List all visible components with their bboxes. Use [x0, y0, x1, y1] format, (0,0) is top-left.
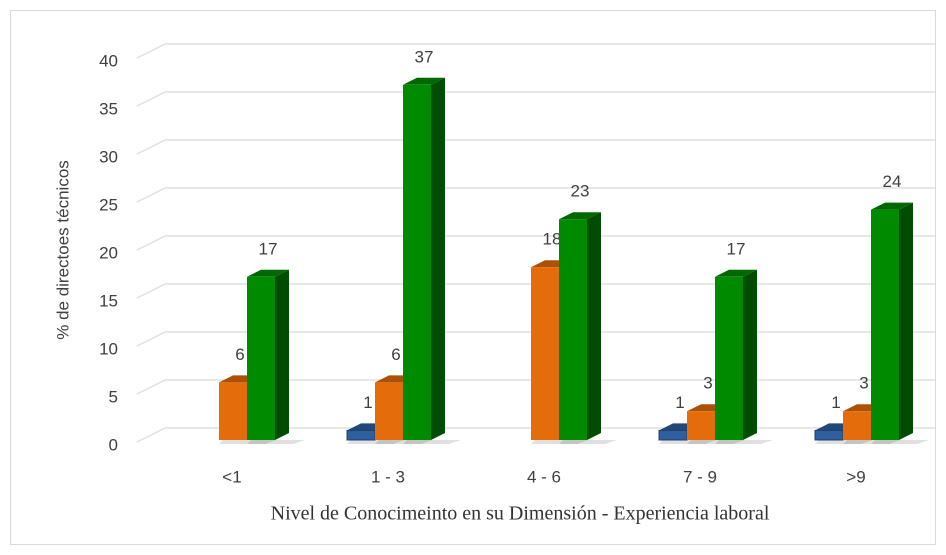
bar-front [219, 382, 247, 440]
grid-line [136, 187, 166, 203]
bar [871, 202, 929, 444]
x-axis-title: Nivel de Conocimeinto en su Dimensión - … [271, 503, 770, 525]
grid-line [136, 139, 166, 155]
x-tick-label: 4 - 6 [527, 467, 561, 486]
bar-front [531, 267, 559, 440]
bar-side [431, 77, 445, 441]
bar [403, 77, 461, 444]
y-tick-label: 10 [99, 339, 118, 358]
bar-front [559, 219, 587, 440]
data-label: 6 [235, 345, 244, 364]
bar-side [275, 269, 289, 440]
bar-shadow [559, 440, 617, 444]
grid-line [136, 91, 166, 107]
y-tick-label: 40 [99, 51, 118, 70]
data-label: 3 [859, 374, 868, 393]
x-tick-label: 1 - 3 [371, 467, 405, 486]
x-tick-label: 7 - 9 [683, 467, 717, 486]
grid-line [136, 283, 166, 299]
bar-top [871, 202, 913, 210]
bar-shadow [531, 440, 589, 444]
bar-front [403, 84, 431, 441]
data-label: 6 [391, 345, 400, 364]
x-tick-label: <1 [222, 467, 241, 486]
bar-shadow [715, 440, 773, 444]
y-tick-label: 15 [99, 291, 118, 310]
bar-side [899, 202, 913, 440]
bar-side [743, 269, 757, 440]
bar-front [375, 382, 403, 440]
y-tick-label: 5 [109, 387, 118, 406]
grid-line [136, 427, 166, 443]
chart-frame [10, 10, 936, 545]
data-label: 17 [727, 239, 746, 258]
bar-shadow [403, 440, 461, 444]
grid-line [136, 331, 166, 347]
data-label: 1 [831, 393, 840, 412]
bar-shadow [871, 440, 929, 444]
data-label: 24 [883, 172, 902, 191]
y-tick-label: 30 [99, 147, 118, 166]
data-label: 1 [675, 393, 684, 412]
data-label: 18 [543, 230, 562, 249]
data-label: 23 [571, 182, 590, 201]
y-tick-label: 20 [99, 243, 118, 262]
bar-shadow [247, 440, 305, 444]
bar [715, 269, 773, 444]
y-tick-label: 0 [109, 435, 118, 454]
bar-shadow [815, 440, 873, 444]
bar-shadow [687, 440, 745, 444]
bar-front [715, 276, 743, 440]
data-label: 3 [703, 374, 712, 393]
bar-top [559, 212, 601, 220]
bar-front [871, 209, 899, 440]
bar-front [658, 429, 688, 441]
bar-front [247, 276, 275, 440]
y-tick-label: 35 [99, 99, 118, 118]
bar-shadow [375, 440, 433, 444]
bar-shadow [219, 440, 277, 444]
bar-front [687, 411, 715, 440]
y-tick-label: 25 [99, 195, 118, 214]
data-label: 1 [363, 393, 372, 412]
bar-front [814, 429, 844, 441]
bar-top [715, 269, 757, 277]
bar-shadow [659, 440, 717, 444]
bar-top [403, 77, 445, 85]
data-label: 17 [259, 239, 278, 258]
bar-front [843, 411, 871, 440]
bar-top [247, 269, 289, 277]
grid-line [136, 379, 166, 395]
bar-shadow [843, 440, 901, 444]
data-label: 37 [415, 47, 434, 66]
grid-line [136, 43, 166, 59]
y-axis-title: % de directoes técnicos [53, 160, 72, 340]
grid-line [136, 235, 166, 251]
x-tick-label: >9 [846, 467, 865, 486]
bar-side [587, 212, 601, 440]
bar [559, 212, 617, 444]
bar-front [346, 429, 376, 441]
bar-shadow [347, 440, 405, 444]
bar [247, 269, 305, 444]
